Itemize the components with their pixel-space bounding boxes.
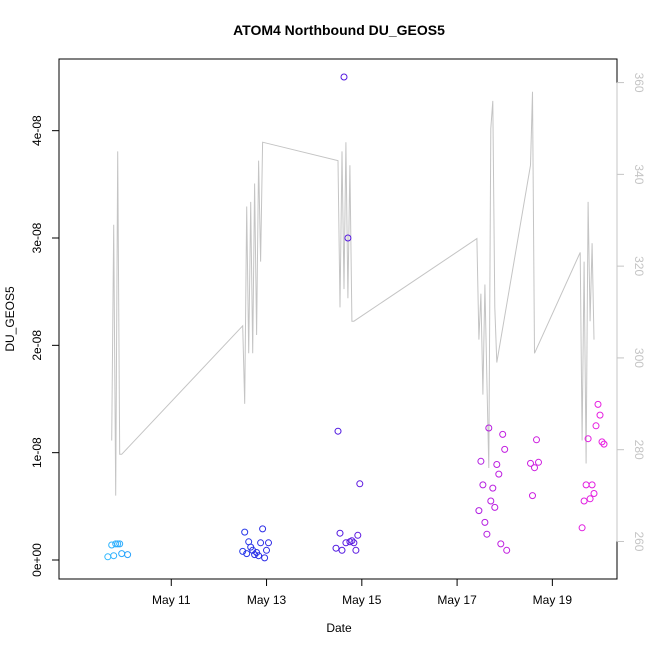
scatter-point	[265, 539, 272, 547]
scatter-point	[596, 411, 604, 419]
scatter-point	[497, 540, 505, 548]
x-tick-label: May 11	[152, 593, 191, 607]
scatter-point	[503, 546, 511, 554]
scatter-point	[483, 530, 491, 538]
scatter-point	[108, 541, 116, 549]
scatter-point	[332, 544, 340, 552]
scatter-point	[342, 539, 350, 547]
scatter-point	[239, 547, 247, 555]
scatter-point	[354, 531, 362, 539]
scatter-point	[477, 457, 485, 465]
scatter-point	[578, 524, 586, 532]
x-axis: May 11 May 13 May 15 May 17 May 19	[152, 578, 573, 607]
scatter-point	[243, 550, 251, 558]
scatter-point	[338, 546, 346, 554]
scatter-point	[495, 470, 503, 478]
scatter-point	[110, 552, 118, 560]
scatter-point	[116, 540, 124, 548]
scatter-point	[533, 436, 540, 444]
y-axis-label: DU_GEOS5	[3, 286, 17, 352]
scatter-point	[255, 552, 263, 560]
scatter-point	[241, 528, 249, 536]
scatter-point	[356, 480, 364, 488]
scatter-point	[499, 430, 507, 438]
scatter-point	[529, 492, 536, 500]
chart-title: ATOM4 Northbound DU_GEOS5	[233, 22, 445, 38]
scatter-point	[582, 481, 590, 489]
right-axis-line-series	[111, 91, 595, 496]
scatter-point	[594, 400, 602, 408]
scatter-point	[475, 507, 483, 515]
scatter-point	[118, 550, 126, 558]
left-axis: 0e+00 1e-08 2e-08 3e-08 4e-08	[30, 115, 60, 577]
scatter-point	[479, 481, 487, 489]
y2-tick-label: 260	[632, 531, 646, 551]
y-tick-label: 0e+00	[30, 543, 44, 577]
scatter-point	[251, 551, 259, 559]
scatter-point	[344, 234, 352, 242]
y2-tick-label: 360	[632, 73, 646, 93]
y-tick-label: 4e-08	[30, 115, 44, 146]
scatter-point	[489, 484, 497, 492]
line-series-path	[111, 91, 595, 496]
y-tick-label: 3e-08	[30, 222, 44, 253]
scatter-point	[580, 497, 588, 505]
scatter-point	[336, 529, 344, 537]
scatter-point	[334, 427, 342, 435]
scatter-point	[493, 461, 501, 468]
scatter-series	[104, 73, 608, 562]
y-tick-label: 1e-08	[30, 437, 44, 468]
x-tick-label: May 19	[533, 593, 573, 607]
scatter-point	[600, 440, 608, 448]
y2-tick-label: 320	[632, 256, 646, 276]
scatter-point	[487, 497, 495, 505]
scatter-point	[352, 546, 360, 554]
x-axis-label: Date	[326, 621, 352, 635]
scatter-point	[590, 490, 598, 497]
scatter-point	[348, 537, 356, 545]
y2-tick-label: 340	[632, 164, 646, 184]
scatter-point	[584, 435, 592, 443]
x-tick-label: May 17	[437, 593, 477, 607]
scatter-point	[104, 553, 112, 561]
y-tick-label: 2e-08	[30, 330, 44, 361]
scatter-point	[124, 551, 132, 559]
scatter-point	[491, 503, 499, 511]
scatter-point	[257, 539, 265, 547]
scatter-point	[485, 424, 493, 432]
scatter-point	[340, 73, 348, 81]
scatter-point	[535, 458, 542, 466]
scatter-point	[592, 422, 600, 430]
y2-tick-label: 280	[632, 440, 646, 460]
right-axis: 260 280 300 320 340 360	[616, 73, 646, 552]
scatter-point	[501, 445, 509, 453]
x-tick-label: May 13	[247, 593, 287, 607]
scatter-point	[249, 546, 257, 554]
scatter-point	[261, 554, 269, 562]
scatter-point	[527, 459, 534, 467]
y2-tick-label: 300	[632, 348, 646, 368]
scatter-point	[531, 464, 538, 472]
scatter-point	[259, 525, 267, 533]
scatter-point	[588, 481, 596, 489]
scatter-point	[586, 495, 594, 503]
scatter-point	[481, 518, 489, 526]
x-tick-label: May 15	[342, 593, 382, 607]
scatter-point	[112, 540, 120, 548]
scatter-point	[598, 438, 606, 446]
scatter-point	[263, 546, 270, 554]
scatter-point	[350, 539, 358, 547]
scatter-point	[114, 540, 122, 548]
